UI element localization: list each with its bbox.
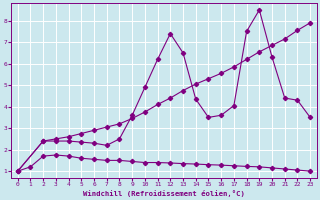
X-axis label: Windchill (Refroidissement éolien,°C): Windchill (Refroidissement éolien,°C) [83, 190, 245, 197]
